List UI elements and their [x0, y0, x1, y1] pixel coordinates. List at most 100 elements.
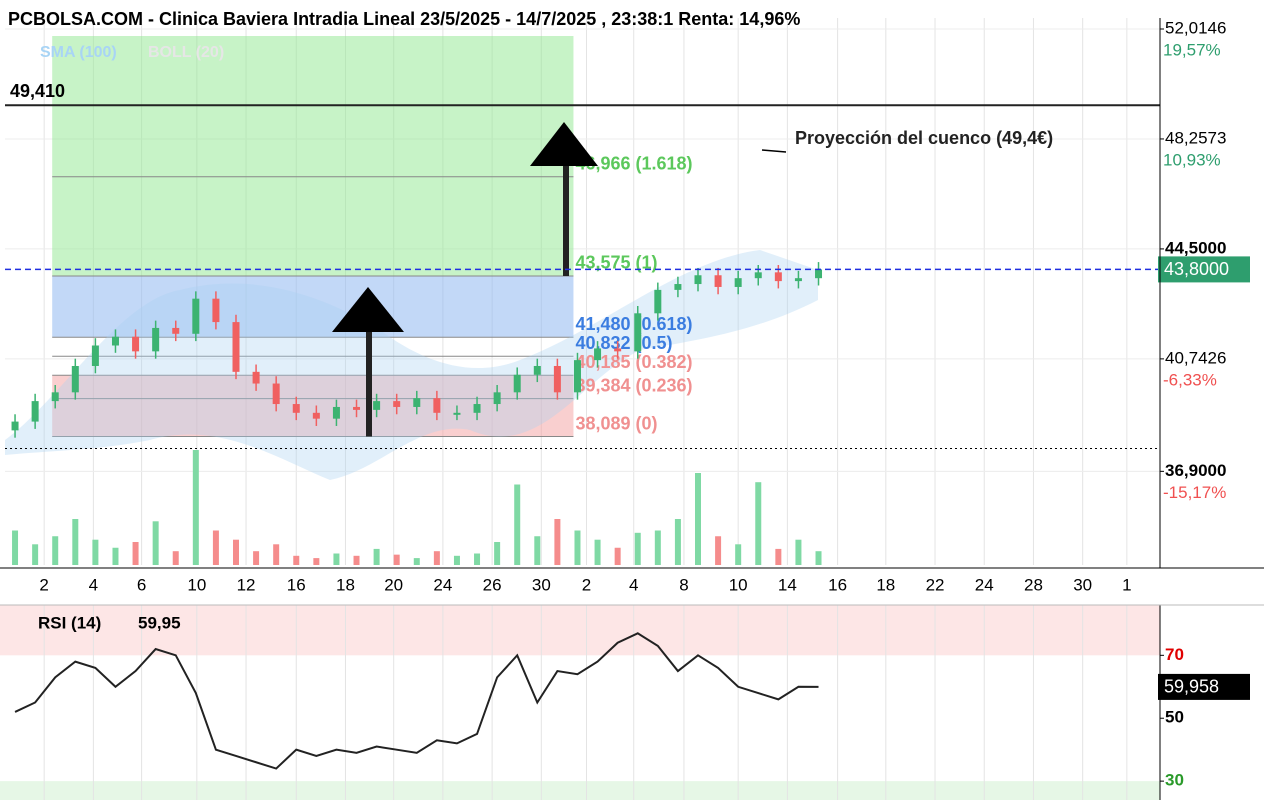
- y-tick-pct: -15,17%: [1163, 483, 1226, 502]
- overbought-zone: [0, 605, 1160, 656]
- candle-body: [734, 278, 742, 287]
- x-tick-label: 30: [532, 575, 551, 594]
- volume-bar: [514, 484, 521, 565]
- volume-bar: [654, 530, 661, 565]
- y-tick-pct: 19,57%: [1163, 40, 1221, 59]
- y-tick-label: 48,2573: [1165, 128, 1226, 147]
- candle-body: [815, 269, 823, 279]
- x-tick-label: 20: [384, 575, 403, 594]
- candle-body: [694, 275, 702, 285]
- x-tick-label: 16: [828, 575, 847, 594]
- x-tick-label: 2: [582, 575, 591, 594]
- chart-title: PCBOLSA.COM - Clinica Baviera Intradia L…: [8, 9, 800, 29]
- bollinger-band: [5, 250, 818, 480]
- y-tick-label: 40,7426: [1165, 348, 1226, 367]
- candle-body: [11, 421, 19, 431]
- candle-body: [573, 360, 581, 393]
- candle-body: [132, 336, 140, 352]
- rsi-title: RSI (14): [38, 613, 101, 632]
- fib-zone-red: [52, 375, 574, 437]
- candle-body: [111, 336, 119, 346]
- volume-bar: [353, 555, 360, 565]
- volume-bar: [92, 539, 99, 565]
- volume-bar: [494, 542, 501, 565]
- volume-bar: [32, 544, 39, 565]
- fib-zone-blue: [52, 275, 574, 338]
- volume-bar: [815, 551, 822, 565]
- candle-body: [91, 345, 99, 366]
- volume-bar: [273, 544, 280, 565]
- candle-body: [393, 401, 401, 407]
- fib-label: 41,480 (0.618): [575, 314, 692, 334]
- x-tick-label: 28: [1024, 575, 1043, 594]
- rsi-tick-label: 70: [1165, 645, 1184, 664]
- candle-body: [433, 398, 441, 413]
- y-tick-label: 52,0146: [1165, 18, 1226, 37]
- candle-body: [353, 406, 361, 410]
- volume-bar: [534, 536, 541, 565]
- x-tick-label: 22: [926, 575, 945, 594]
- volume-bar: [474, 553, 481, 565]
- candle-body: [192, 298, 200, 334]
- candle-body: [152, 327, 160, 352]
- volume-bar: [192, 450, 199, 565]
- candle-body: [172, 327, 180, 334]
- volume-bar: [313, 558, 320, 565]
- volume-bar: [795, 539, 802, 565]
- candle-body: [292, 404, 300, 413]
- annotation-tick: [761, 149, 787, 153]
- rsi-tick-label: 50: [1165, 708, 1184, 727]
- x-tick-label: 24: [433, 575, 452, 594]
- volume-bar: [614, 547, 621, 565]
- volume-bar: [253, 551, 260, 565]
- volume-bar: [594, 539, 601, 565]
- candle-body: [31, 401, 39, 422]
- candle-body: [332, 406, 340, 419]
- volume-bar: [433, 551, 440, 565]
- volume-bar: [674, 519, 681, 565]
- foreground-layer: 2 4 6 10 12 16 18 20 24 26 30 2 4 8 10 14 16 18 22 24 28 30 15…: [5, 18, 1250, 790]
- candle-body: [654, 289, 662, 314]
- x-tick-label: 18: [336, 575, 355, 594]
- x-tick-label: 4: [629, 575, 638, 594]
- volume-bar: [12, 530, 19, 565]
- candle-body: [513, 374, 521, 393]
- fib-label: 43,575 (1): [575, 253, 657, 273]
- x-tick-label: 10: [187, 575, 206, 594]
- legend-entry: BOLL (20): [148, 44, 224, 61]
- candle-body: [473, 404, 481, 413]
- candle-body: [312, 412, 320, 419]
- candle-body: [614, 348, 622, 352]
- volume-bar: [132, 542, 139, 565]
- x-tick-label: 1: [1122, 575, 1131, 594]
- x-tick-label: 12: [237, 575, 256, 594]
- rsi-line: [14, 632, 819, 770]
- fib-label: 39,384 (0.236): [575, 375, 692, 395]
- candle-body: [794, 278, 802, 282]
- x-tick-label: 30: [1073, 575, 1092, 594]
- fib-label: 40,185 (0.382): [575, 352, 692, 372]
- volume-bar: [333, 553, 340, 565]
- x-tick-label: 2: [39, 575, 48, 594]
- candle-body: [553, 365, 561, 393]
- volume-bar: [554, 519, 561, 565]
- candle-body: [533, 365, 541, 375]
- candle-body: [51, 392, 59, 402]
- volume-bar: [735, 544, 742, 565]
- fib-label: 38,089 (0): [575, 413, 657, 433]
- volume-bar: [775, 548, 782, 565]
- volume-bar: [293, 555, 300, 565]
- candle-body: [674, 284, 682, 290]
- candle-body: [232, 322, 240, 372]
- volume-bar: [72, 519, 79, 565]
- candle-body: [714, 275, 722, 287]
- volume-bar: [715, 536, 722, 565]
- rsi-last-box: [1158, 673, 1250, 700]
- volume-bar: [373, 548, 380, 565]
- x-tick-label: 14: [778, 575, 797, 594]
- candle-body: [634, 313, 642, 352]
- arrow-head: [332, 287, 404, 332]
- candle-body: [754, 272, 762, 279]
- candle-body: [373, 401, 381, 410]
